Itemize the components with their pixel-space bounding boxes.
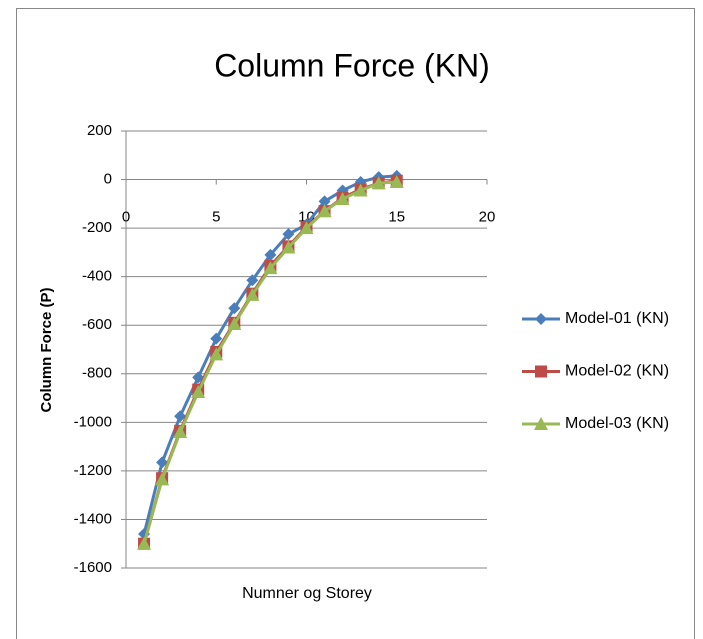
marker xyxy=(209,347,224,361)
x-axis-label: Numner og Storey xyxy=(242,585,372,602)
marker xyxy=(299,221,314,235)
y-tick-label: 200 xyxy=(87,122,112,139)
x-tick-label: 20 xyxy=(479,209,496,226)
marker xyxy=(353,183,368,197)
marker xyxy=(335,191,350,205)
legend-label: Model-03 (KN) xyxy=(565,415,669,432)
marker xyxy=(389,174,404,188)
marker xyxy=(227,317,242,331)
marker xyxy=(156,456,169,469)
y-tick-label: -1600 xyxy=(74,559,112,576)
marker xyxy=(264,248,277,261)
y-tick-label: -400 xyxy=(82,268,112,285)
marker xyxy=(155,472,170,486)
y-tick-label: -600 xyxy=(82,316,112,333)
legend-label: Model-01 (KN) xyxy=(565,310,669,327)
marker xyxy=(246,274,259,287)
marker xyxy=(173,425,188,439)
marker xyxy=(210,332,223,345)
x-tick-label: 0 xyxy=(122,209,130,226)
y-tick-label: -1000 xyxy=(74,413,112,430)
chart-title: Column Force (KN) xyxy=(214,47,490,83)
marker xyxy=(317,204,332,218)
y-axis-label: Column Force (P) xyxy=(38,287,55,412)
marker xyxy=(191,384,206,398)
y-tick-label: 0 xyxy=(104,171,112,188)
marker xyxy=(137,536,152,550)
marker xyxy=(534,417,548,430)
marker xyxy=(282,228,295,241)
x-tick-label: 15 xyxy=(388,209,405,226)
chart-border xyxy=(16,8,695,639)
legend-label: Model-02 (KN) xyxy=(565,363,669,380)
y-tick-label: -1200 xyxy=(74,462,112,479)
y-tick-label: -1400 xyxy=(74,510,112,527)
marker xyxy=(263,261,278,275)
y-tick-label: -800 xyxy=(82,365,112,382)
marker xyxy=(228,302,241,315)
marker xyxy=(318,195,331,208)
marker xyxy=(245,287,260,301)
marker xyxy=(281,240,296,254)
marker xyxy=(174,410,187,423)
y-tick-label: -200 xyxy=(82,219,112,236)
marker xyxy=(535,365,547,378)
marker xyxy=(535,313,547,325)
marker xyxy=(371,176,386,190)
x-tick-label: 5 xyxy=(212,209,220,226)
